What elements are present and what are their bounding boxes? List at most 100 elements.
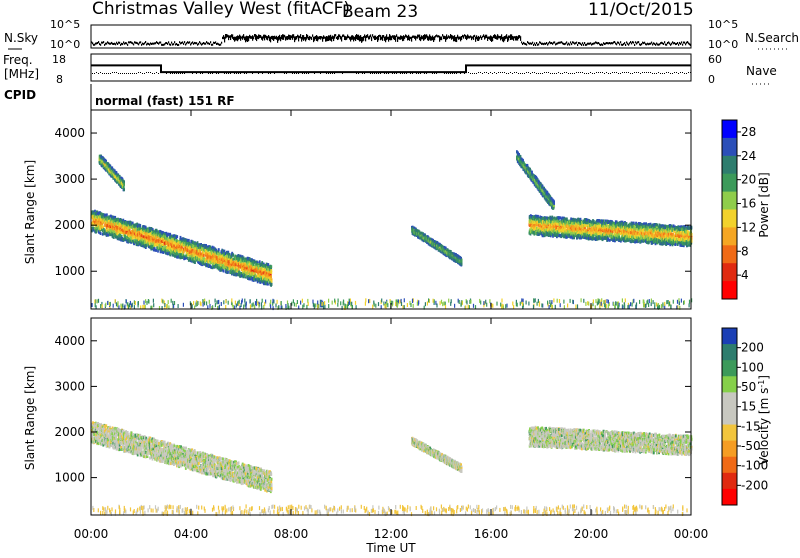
echo-cell — [114, 230, 116, 233]
nave-sample — [672, 73, 673, 74]
nave-sample — [128, 73, 129, 74]
nave-sample — [556, 73, 557, 74]
cpid-program: normal (fast) 151 RF — [95, 94, 235, 108]
nave-sample — [442, 72, 443, 73]
nave-sample — [250, 72, 251, 73]
nave-sample — [398, 72, 399, 73]
noise-sample — [536, 42, 537, 44]
noise-sample — [174, 41, 175, 43]
nave-sample — [536, 73, 537, 74]
noise-sample — [520, 36, 521, 41]
nave-sample — [126, 73, 127, 74]
nave-sample — [538, 73, 539, 74]
nave-sample — [144, 73, 145, 74]
freq-label: Freq. — [3, 53, 33, 67]
nave-sample — [412, 73, 413, 74]
nave-sample — [686, 73, 687, 74]
nave-sample — [428, 72, 429, 73]
nave-sample — [688, 72, 689, 73]
nave-sample — [134, 73, 135, 74]
nave-sample — [514, 72, 515, 73]
nave-sample — [576, 72, 577, 73]
nave-sample — [348, 72, 349, 73]
noise-sample — [620, 41, 621, 43]
nave-sample — [558, 72, 559, 73]
nave-sample — [426, 73, 427, 74]
noise-sample — [127, 44, 128, 46]
noise-sample — [566, 41, 567, 43]
noise-sample — [183, 43, 184, 45]
nave-sample — [518, 73, 519, 74]
nave-sample — [680, 72, 681, 73]
nave-sample — [294, 73, 295, 74]
nave-sample — [494, 72, 495, 73]
nave-sample — [106, 73, 107, 74]
nave-sample — [150, 72, 151, 73]
nave-sample — [526, 72, 527, 73]
nave-sample — [444, 73, 445, 74]
nave-sample — [220, 72, 221, 73]
nave-sample — [652, 73, 653, 74]
nave-sample — [668, 72, 669, 73]
nave-sample — [380, 73, 381, 74]
nave-sample — [484, 72, 485, 73]
nave-sample — [642, 72, 643, 73]
nave-sample — [586, 73, 587, 74]
nave-sample — [232, 72, 233, 73]
nave-sample — [154, 73, 155, 74]
nave-sample — [488, 73, 489, 74]
noise-sample — [140, 41, 141, 43]
noise-sample — [209, 43, 210, 45]
nave-sample — [204, 72, 205, 73]
nave-sample — [148, 72, 149, 73]
nave-sample — [330, 73, 331, 74]
nave-sample — [468, 72, 469, 73]
nave-sample — [396, 73, 397, 74]
noise-sample — [664, 41, 665, 43]
freq-tick-bottom: 8 — [56, 73, 63, 86]
nave-sample — [156, 72, 157, 73]
nave-sample — [670, 73, 671, 74]
nave-sample — [690, 72, 691, 73]
echo-cell — [188, 239, 190, 242]
noise-sample — [145, 41, 146, 43]
nave-sample — [242, 72, 243, 73]
nave-sample — [376, 73, 377, 74]
nave-sample — [386, 73, 387, 74]
nave-sample — [608, 73, 609, 74]
nave-sample — [662, 73, 663, 74]
nave-sample — [92, 73, 93, 74]
noise-sample — [677, 42, 678, 44]
echo-cell — [271, 280, 273, 283]
nave-sample — [432, 73, 433, 74]
echo-cell — [176, 235, 178, 238]
nave-sample — [212, 73, 213, 74]
nave-sample — [272, 72, 273, 73]
noise-sample — [100, 44, 101, 46]
noise-sample — [576, 42, 577, 44]
noise-sample — [651, 42, 652, 44]
nave-sample — [100, 72, 101, 73]
nave-sample — [218, 73, 219, 74]
beam-title: Beam 23 — [342, 2, 418, 22]
nave-sample — [94, 73, 95, 74]
nave-sample — [644, 72, 645, 73]
nave-sample — [356, 73, 357, 74]
nave-sample — [460, 73, 461, 74]
nave-sample — [372, 73, 373, 74]
noise-sample — [624, 42, 625, 44]
nave-sample — [466, 72, 467, 73]
station-title: Christmas Valley West (fitACF) — [92, 0, 350, 19]
nave-sample — [142, 73, 143, 74]
nave-sample — [524, 73, 525, 74]
nave-sample — [474, 73, 475, 74]
nave-sample — [322, 72, 323, 73]
nave-sample — [298, 73, 299, 74]
nave-sample — [110, 73, 111, 74]
noise-sample — [184, 41, 185, 43]
nave-sample — [360, 72, 361, 73]
echo-cell — [104, 214, 106, 217]
nave-sample — [650, 72, 651, 73]
nave-sample — [302, 73, 303, 74]
nave-sample — [620, 73, 621, 74]
